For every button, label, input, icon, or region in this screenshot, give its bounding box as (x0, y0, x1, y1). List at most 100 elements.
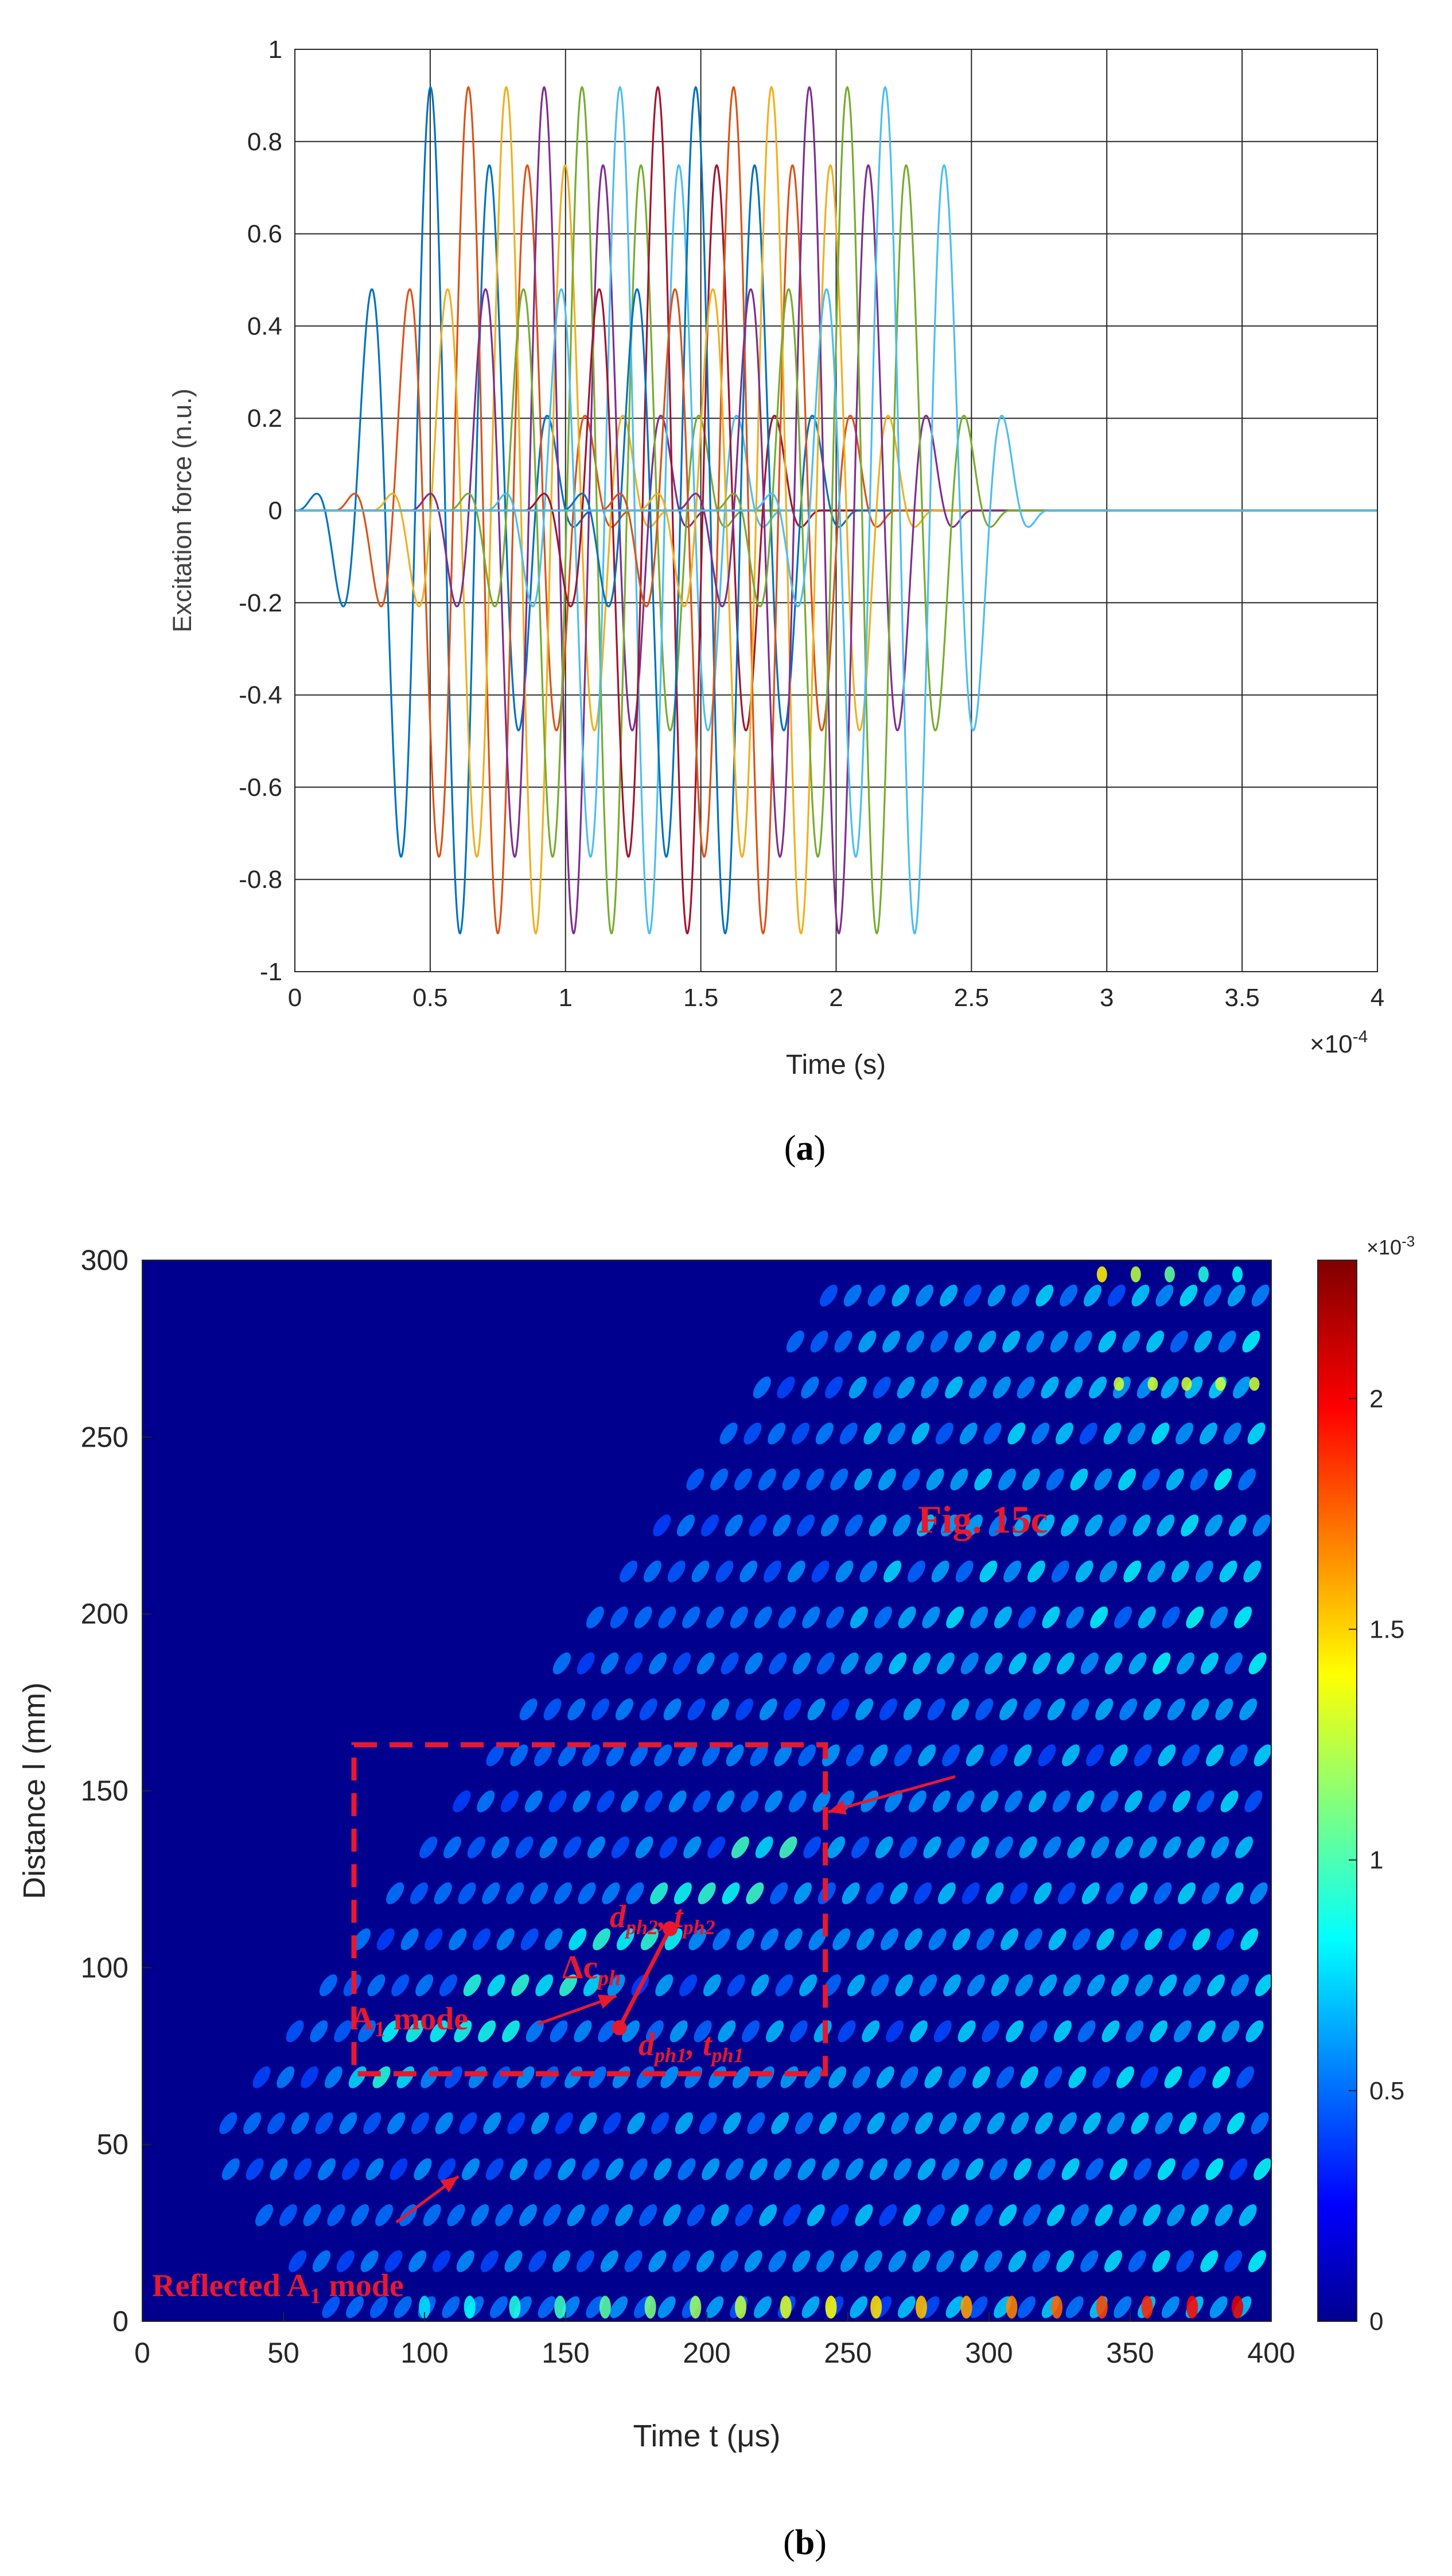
heatmap-cell (987, 2112, 1005, 2134)
heatmap-cell (1154, 1882, 1172, 1904)
heatmap-cell (844, 1514, 863, 1537)
heatmap-cell (1127, 1423, 1146, 1445)
signal-line (295, 85, 1377, 935)
point-ph2-label: dph2, tph2 (610, 1899, 715, 1939)
heatmap-cell (917, 2158, 936, 2180)
heatmap-cell (1198, 1266, 1209, 1283)
heatmap-cell (1120, 1928, 1139, 1951)
heatmap-cell (942, 1744, 960, 1767)
heatmap-cell (1251, 1284, 1270, 1307)
heatmap-cell (1013, 1514, 1031, 1537)
heatmap-cell (318, 2158, 336, 2180)
heatmap-cell (1105, 1882, 1124, 1904)
heatmap-cell (867, 1284, 886, 1307)
heatmap-cell (951, 1698, 970, 1721)
heatmap-cell (1186, 1606, 1204, 1628)
heatmap-cell (1066, 1606, 1084, 1628)
heatmap-cell (945, 1376, 963, 1399)
heatmap-cell (372, 2066, 391, 2088)
heatmap-cell (1245, 2020, 1264, 2043)
heatmap-cell (602, 1882, 620, 1904)
heatmap-cell (1058, 2112, 1077, 2134)
heatmap-cell (555, 2112, 573, 2134)
heatmap-cell (1075, 1560, 1093, 1583)
heatmap-cell (620, 1560, 638, 1583)
heatmap-cell (1205, 2158, 1224, 2180)
heatmap-cell (895, 1974, 913, 1997)
heatmap-cell (900, 2066, 918, 2088)
heatmap-cell (1155, 1284, 1174, 1307)
heatmap-cell (303, 2204, 321, 2227)
heatmap-cell (591, 1698, 610, 1721)
heatmap-cell (960, 2250, 979, 2273)
a1-mode-arrowhead (597, 1994, 617, 2009)
heatmap-cell (482, 1882, 500, 1904)
heatmap-cell (1232, 2296, 1243, 2319)
heatmap-cell (885, 1790, 903, 1813)
heatmap-cell (1179, 2112, 1197, 2134)
heatmap-cell (1033, 1652, 1051, 1675)
heatmap-cell (534, 1744, 552, 1767)
heatmap-cell (464, 2296, 476, 2319)
series-group-a (295, 85, 1377, 935)
heatmap-cell (874, 1606, 892, 1628)
heatmap-cell (1061, 2158, 1080, 2180)
heatmap-cell (627, 2112, 645, 2134)
heatmap-cell (286, 2020, 304, 2043)
heatmap-cell (660, 2066, 679, 2088)
heatmap-cell (1192, 1928, 1210, 1951)
heatmap-cell (1131, 2112, 1149, 2134)
heatmap-cell (832, 1928, 851, 1951)
heatmap-cell (1050, 1330, 1068, 1353)
heatmap-cell (987, 1284, 1006, 1307)
x-tick-label: 0.5 (412, 984, 447, 1012)
heatmap-cell (1131, 1284, 1150, 1307)
heatmap-cell (1080, 2250, 1099, 2273)
y-tick-label: 1 (268, 36, 282, 64)
heatmap-cell (1110, 2158, 1128, 2180)
heatmap-cell (1036, 1284, 1054, 1307)
heatmap-cell (995, 1836, 1013, 1858)
heatmap-cell (865, 1652, 883, 1675)
heatmap-cell (890, 1882, 908, 1904)
heatmap-cell (859, 1560, 878, 1583)
heatmap-cell (988, 1514, 1007, 1537)
heatmap-cell (914, 1882, 932, 1904)
axes-box-a (294, 49, 1378, 972)
heatmap-cell (835, 1560, 854, 1583)
heatmap-cell (1046, 2204, 1065, 2227)
heatmap-cell (1157, 1514, 1175, 1537)
heatmap-cell (806, 1468, 824, 1491)
heatmap-cell (1085, 2158, 1104, 2180)
heatmap-cell (1007, 1423, 1026, 1445)
heatmap-cell (507, 2112, 525, 2134)
heatmap-cell (653, 2158, 672, 2180)
heatmap-cell (653, 1514, 671, 1537)
heatmap-cell (599, 2296, 611, 2319)
heatmap-cell (649, 1652, 667, 1675)
heatmap-cell (442, 2296, 460, 2318)
heatmap-cell (294, 2158, 312, 2180)
heatmap-cell (758, 1468, 776, 1491)
heatmap-cell (1104, 1652, 1123, 1675)
heatmap-cell (675, 2112, 693, 2134)
heatmap-cell (879, 1698, 897, 1721)
y-tick-label: 200 (81, 1598, 129, 1630)
heatmap-cell (903, 1698, 921, 1721)
signal-line (295, 85, 1377, 935)
heatmap-cell (789, 2020, 808, 2043)
heatmap-cell (1135, 1974, 1153, 1997)
heatmap-cell (567, 2204, 585, 2227)
heatmap-cell (435, 2112, 453, 2134)
y-tick-label: 250 (81, 1421, 129, 1453)
heatmap-cell (1249, 1882, 1268, 1904)
heatmap-cell (1130, 1266, 1141, 1283)
heatmap-cell (793, 1882, 812, 1904)
heatmap-cell (1247, 1423, 1266, 1445)
heatmap-cell (870, 2296, 882, 2319)
heatmap-cell (543, 2204, 561, 2227)
heatmap-cell (1028, 1790, 1047, 1813)
heatmap-cell (291, 2112, 309, 2134)
signal-line (295, 85, 1377, 935)
heatmap-cell (822, 2158, 840, 2180)
